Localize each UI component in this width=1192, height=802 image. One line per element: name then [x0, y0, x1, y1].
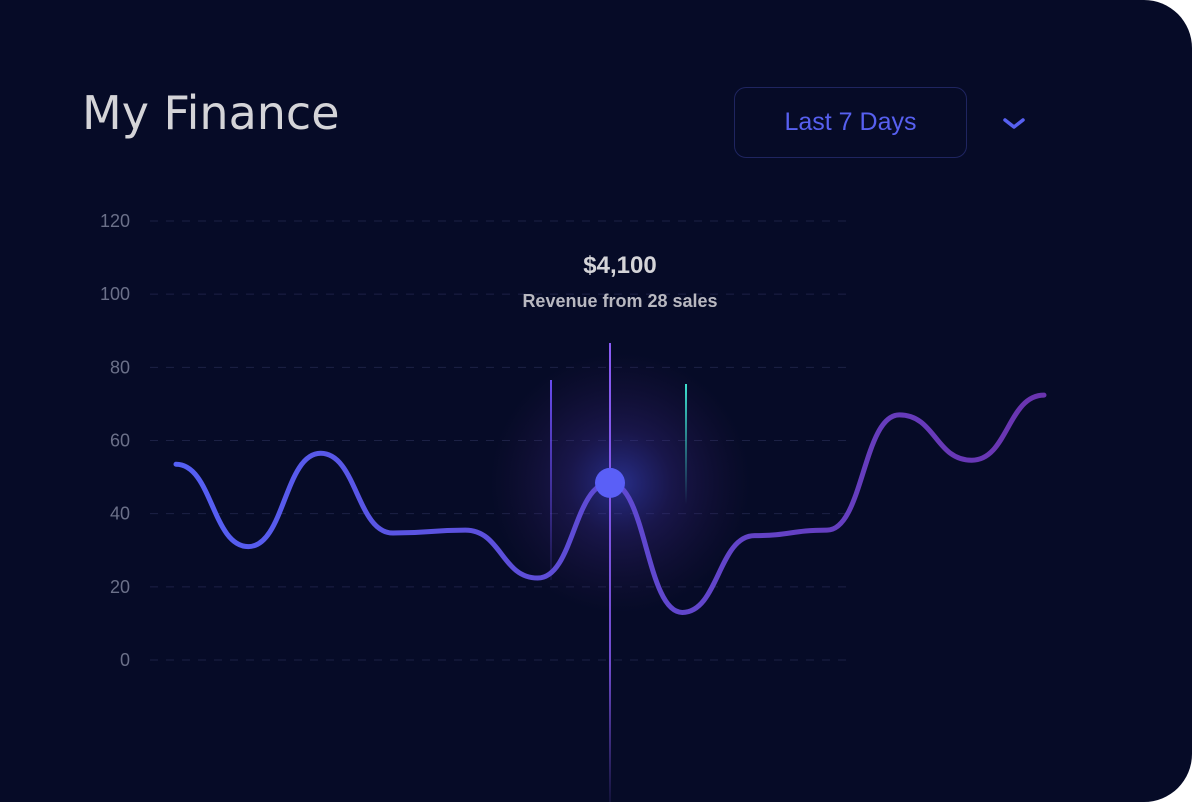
accent-line — [685, 384, 687, 504]
highlight-point[interactable] — [595, 467, 625, 498]
date-range-dropdown[interactable]: Last 7 Days — [734, 87, 967, 158]
y-tick-label: 120 — [100, 211, 130, 231]
y-tick-label: 100 — [100, 284, 130, 304]
y-tick-label: 20 — [110, 577, 130, 597]
tooltip-label: Revenue from 28 sales — [522, 291, 718, 311]
y-tick-label: 40 — [110, 504, 130, 524]
date-range-label: Last 7 Days — [784, 108, 917, 136]
highlight-line — [609, 343, 611, 802]
accent-line — [550, 380, 552, 580]
y-tick-label: 80 — [110, 357, 130, 377]
y-tick-label: 0 — [120, 650, 130, 670]
y-tick-label: 60 — [110, 431, 130, 451]
chevron-down-icon[interactable] — [1000, 112, 1028, 136]
tooltip-value: $4,100 — [583, 252, 657, 279]
page-title: My Finance — [82, 86, 340, 140]
